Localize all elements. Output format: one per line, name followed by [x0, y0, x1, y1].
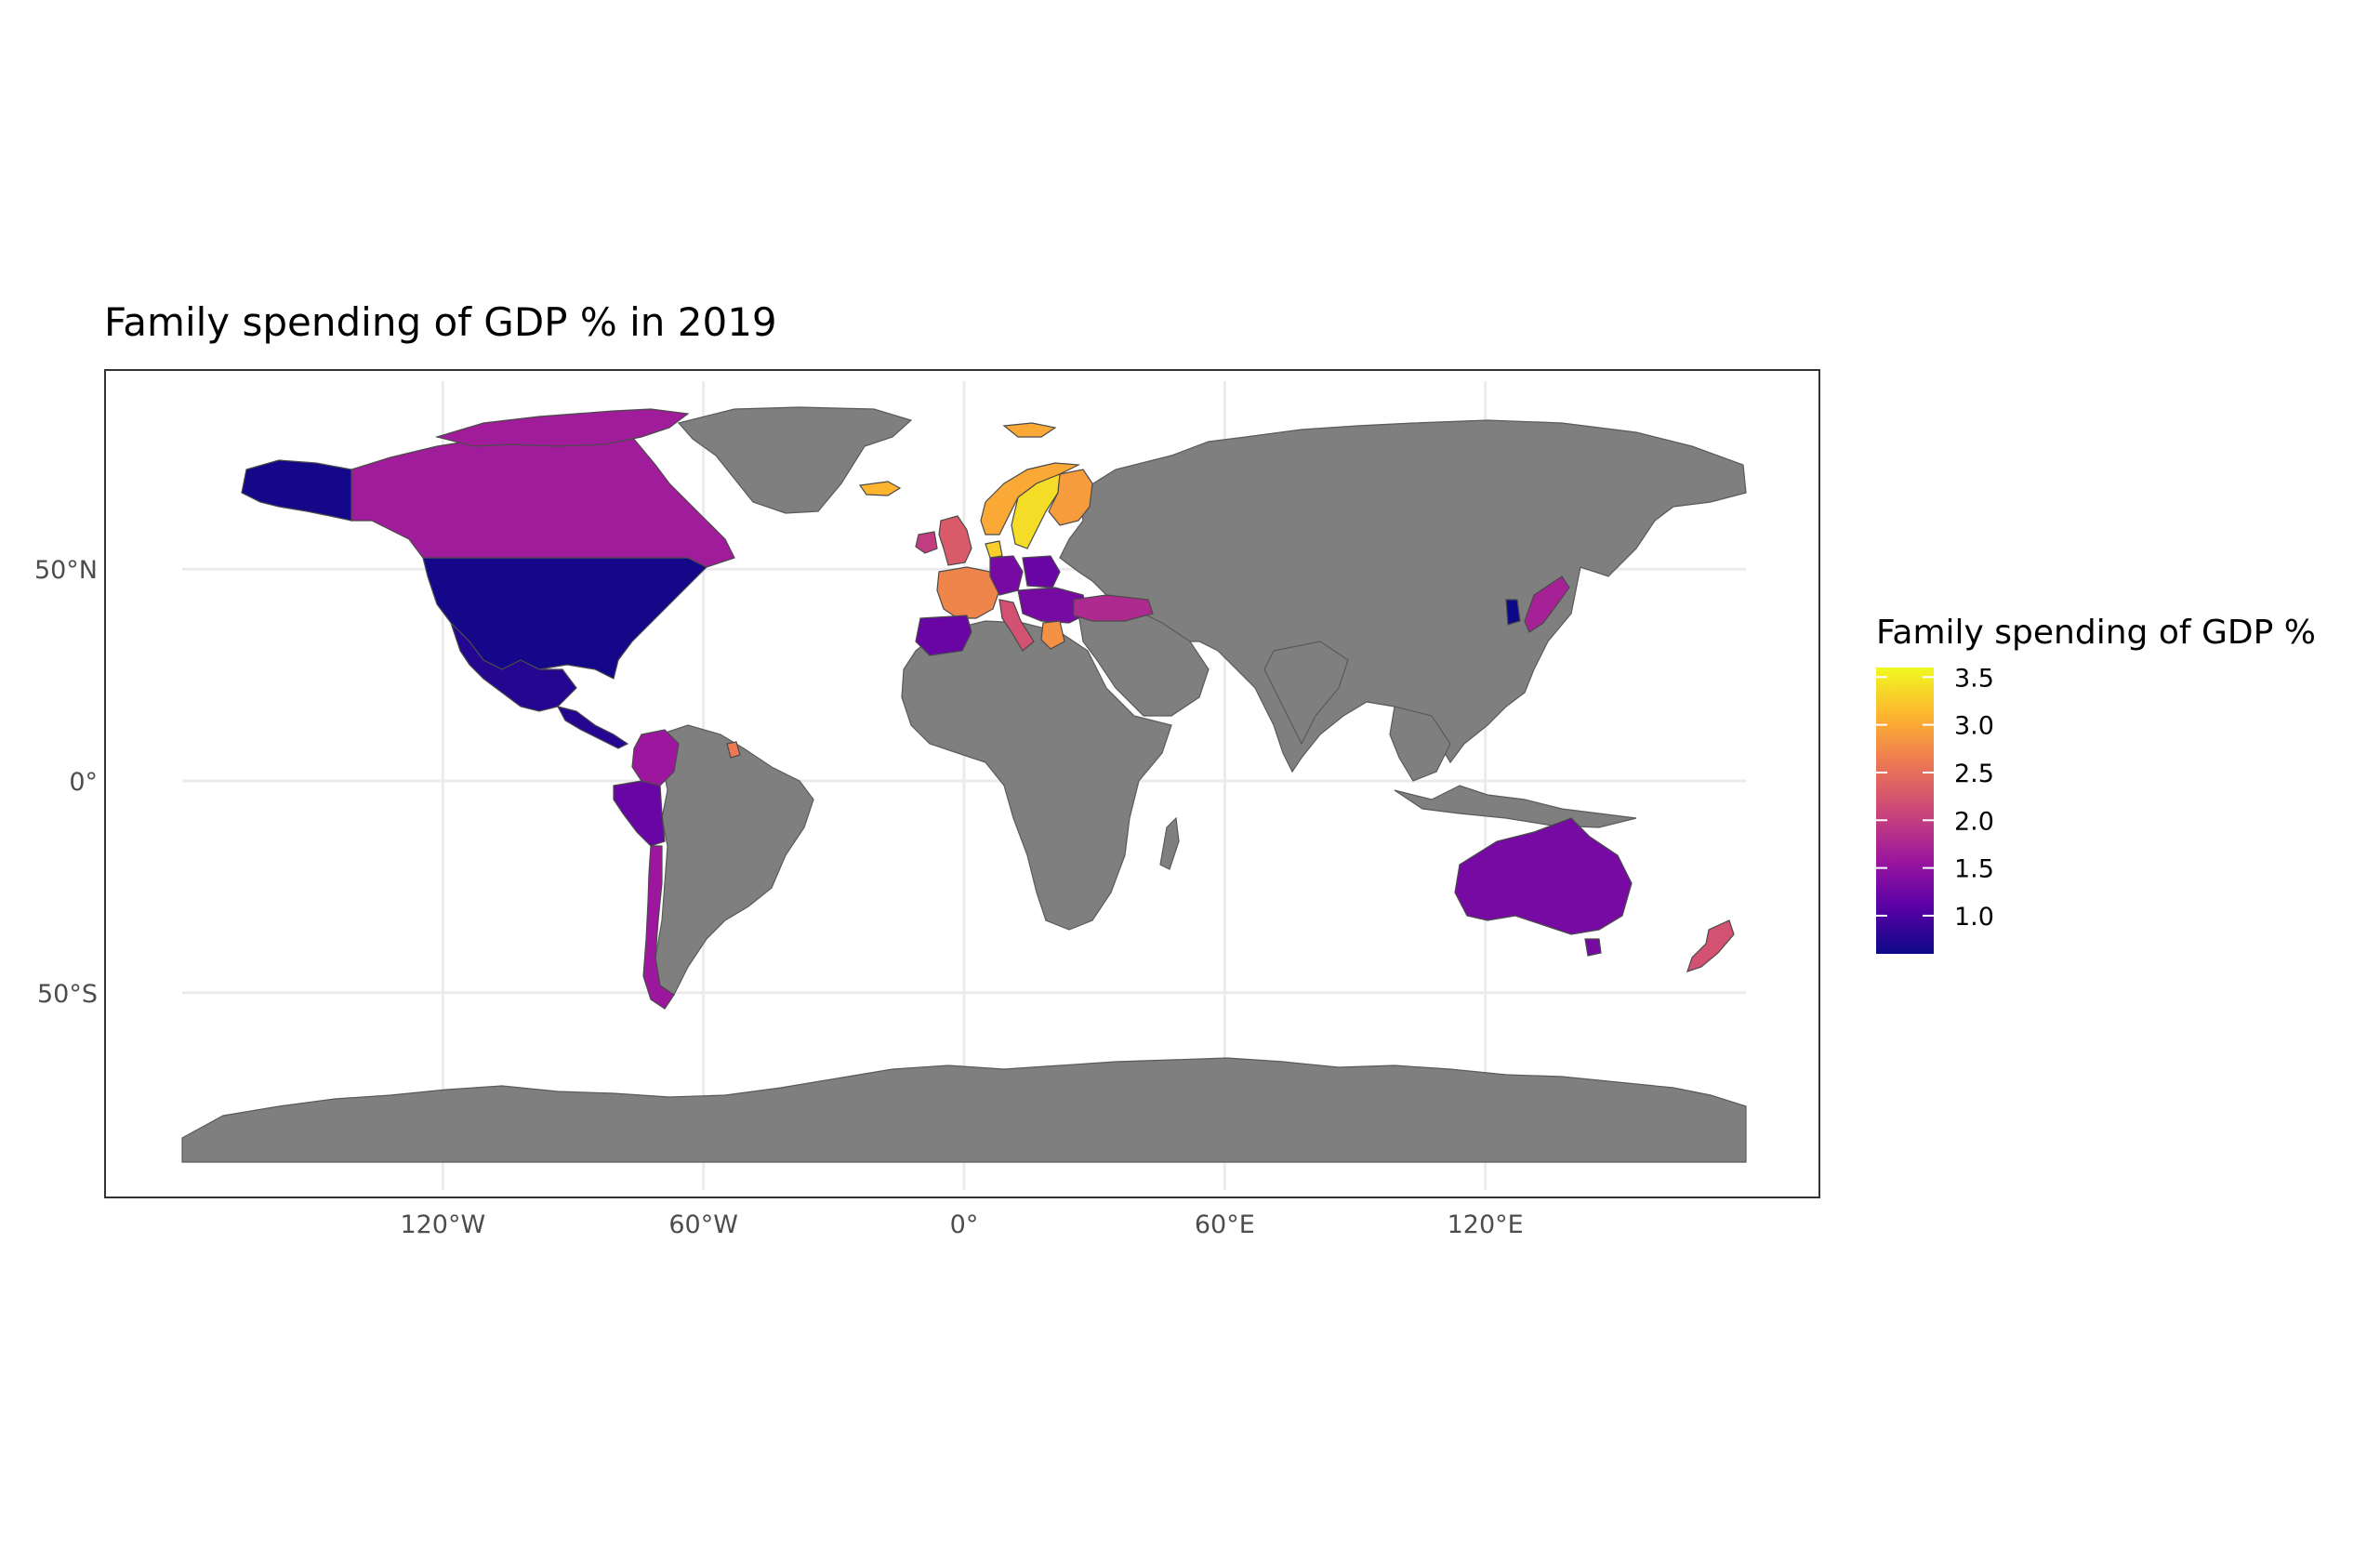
country-greenland[interactable] [677, 406, 913, 514]
country-central-america[interactable] [556, 706, 629, 749]
country-finland[interactable] [1048, 469, 1093, 526]
legend-title: Family spending of GDP % [1876, 614, 2316, 652]
legend-tick-label: 2.0 [1954, 807, 1994, 836]
region-africa[interactable] [901, 620, 1172, 931]
legend-tick-label: 3.0 [1954, 712, 1994, 741]
country-france[interactable] [936, 566, 1000, 619]
chart-title: Family spending of GDP % in 2019 [104, 299, 777, 345]
region-indonesia[interactable] [1394, 785, 1637, 828]
country-australia[interactable] [1454, 817, 1633, 935]
region-middle-east[interactable] [1078, 603, 1210, 717]
land-no-data [181, 406, 1747, 1163]
country-peru[interactable] [613, 780, 666, 847]
legend-tick-label: 3.5 [1954, 664, 1994, 693]
data-countries [241, 408, 1735, 1010]
country-central-europe[interactable] [1017, 587, 1089, 624]
legend-tick-label: 1.0 [1954, 903, 1994, 932]
x-tick-label: 60°E [1195, 1210, 1255, 1239]
country-japan[interactable] [1524, 575, 1570, 633]
x-tick-label: 120°E [1448, 1210, 1524, 1239]
legend-tick-label: 2.5 [1954, 760, 1994, 788]
region-south-america[interactable] [654, 724, 814, 996]
legend-tick-label: 1.5 [1954, 855, 1994, 884]
country-sweden[interactable] [1011, 473, 1061, 549]
y-tick-label: 50°S [37, 980, 98, 1009]
y-axis: 50°N 0° 50°S [34, 556, 98, 1009]
country-chile[interactable] [642, 845, 675, 1010]
country-suriname[interactable] [726, 741, 741, 759]
country-alaska[interactable] [241, 459, 352, 522]
country-svalbard[interactable] [1002, 422, 1057, 438]
country-iceland[interactable] [858, 481, 902, 496]
country-south-korea[interactable] [1505, 599, 1521, 626]
legend: Family spending of GDP % 1.0 1.5 2.0 2.5 3.0… [1876, 614, 2316, 954]
country-canada-arctic[interactable] [434, 408, 690, 447]
y-tick-label: 50°N [34, 556, 98, 585]
country-mexico[interactable] [450, 622, 577, 712]
country-spain[interactable] [915, 615, 972, 656]
country-italy[interactable] [998, 599, 1035, 652]
y-tick-label: 0° [69, 768, 98, 797]
country-greece[interactable] [1040, 620, 1065, 650]
x-tick-label: 60°W [668, 1210, 738, 1239]
x-tick-label: 120°W [400, 1210, 485, 1239]
country-madagascar[interactable] [1159, 816, 1180, 870]
country-new-zealand[interactable] [1686, 919, 1735, 972]
region-southeast-asia[interactable] [1389, 706, 1451, 782]
region-antarctica[interactable] [181, 1057, 1747, 1163]
country-united-kingdom[interactable] [938, 515, 972, 566]
country-ireland[interactable] [915, 531, 938, 554]
x-axis: 120°W 60°W 0° 60°E 120°E [400, 1210, 1523, 1239]
country-poland[interactable] [1022, 555, 1061, 588]
country-turkey[interactable] [1073, 594, 1154, 622]
legend-ticks: 1.0 1.5 2.0 2.5 3.0 3.5 [1876, 664, 1994, 932]
x-tick-label: 0° [950, 1210, 979, 1239]
country-tasmania[interactable] [1584, 938, 1602, 957]
legend-colorbar [1876, 668, 1934, 954]
country-india[interactable] [1263, 641, 1349, 746]
country-denmark[interactable] [985, 540, 1003, 559]
